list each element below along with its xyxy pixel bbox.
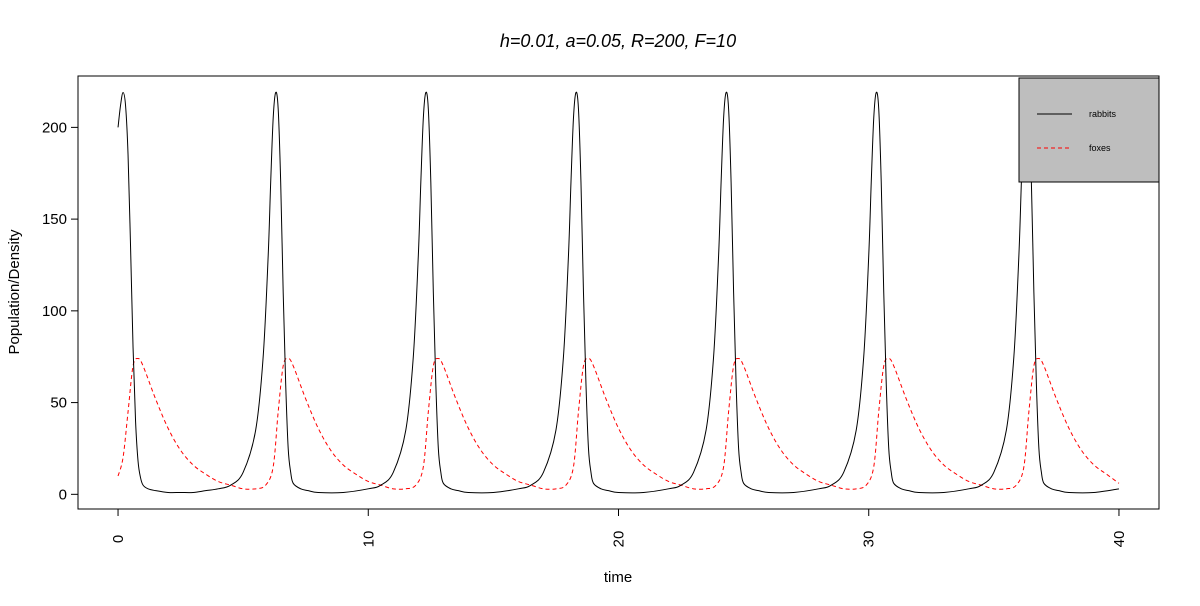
x-tick-label: 10 [360,531,377,548]
y-tick-label: 0 [59,486,67,503]
x-axis-label: time [604,569,632,586]
x-axis: 0 10 20 30 40 [110,508,1128,548]
x-tick-label: 30 [861,531,878,548]
x-tick-label: 20 [611,531,628,548]
y-axis: 0 50 100 150 200 [42,119,79,503]
y-tick-label: 150 [42,211,67,228]
y-tick-label: 100 [42,303,67,320]
legend: rabbits foxes [1018,77,1160,183]
legend-label-rabbits: rabbits [1089,109,1117,119]
series-line-foxes [117,357,1120,490]
y-axis-label: Population/Density [6,229,23,355]
x-tick-label: 40 [1111,531,1128,548]
legend-box [1018,77,1160,183]
series-line-rabbits [117,91,1120,494]
x-tick-label: 0 [110,535,127,543]
legend-label-foxes: foxes [1089,143,1111,153]
y-tick-label: 200 [42,119,67,136]
y-tick-label: 50 [50,395,67,412]
plot-frame [77,75,1160,510]
series-layer [117,91,1120,494]
chart-title: h=0.01, a=0.05, R=200, F=10 [500,31,736,51]
